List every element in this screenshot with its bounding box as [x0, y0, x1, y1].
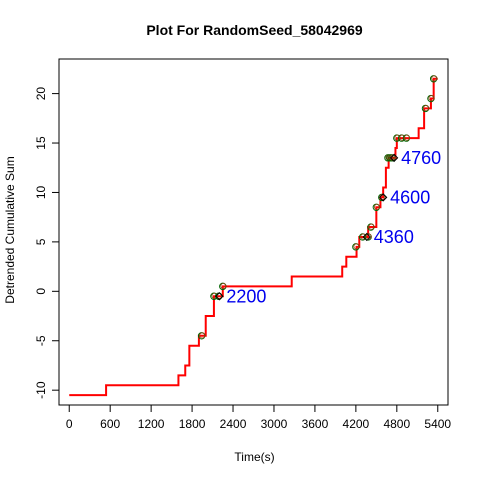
x-tick-label: 2400 — [220, 417, 247, 431]
x-tick-label: 1800 — [179, 417, 206, 431]
y-tick-label: 15 — [34, 136, 48, 150]
y-tick-label: 20 — [34, 87, 48, 101]
data-point-marker-inner — [368, 223, 375, 230]
annotation-label: 4760 — [401, 148, 441, 168]
chart-title: Plot For RandomSeed_58042969 — [146, 22, 363, 38]
annotation-marker — [215, 292, 224, 301]
data-point-marker-inner — [423, 105, 430, 112]
x-tick-label: 4200 — [343, 417, 370, 431]
y-tick-label: 5 — [34, 238, 48, 245]
annotation-marker — [378, 193, 388, 202]
y-tick-label: 0 — [34, 288, 48, 295]
x-tick-label: 600 — [100, 417, 120, 431]
data-point-marker-inner — [403, 134, 410, 141]
data-point-marker-inner — [353, 243, 360, 250]
annotation-layer: 2200 4360 4600 4760 — [215, 148, 441, 306]
annotation-marker — [362, 232, 371, 242]
y-tick-label: -10 — [34, 381, 48, 399]
x-axis-label: Time(s) — [234, 450, 274, 464]
annotation-marker — [389, 153, 399, 163]
y-tick-label: -5 — [34, 335, 48, 346]
x-tick-label: 1200 — [138, 417, 165, 431]
y-axis-label: Detrended Cumulative Sum — [3, 156, 17, 303]
x-tick-label: 5400 — [424, 417, 451, 431]
data-point-marker-inner — [211, 292, 218, 299]
x-axis: 0 600 1200 1800 2400 3000 3600 4200 4800 5400 — [66, 404, 451, 431]
annotation-label: 4360 — [374, 227, 414, 247]
data-point-marker-inner — [399, 134, 406, 141]
data-point-marker-inner — [220, 282, 227, 289]
x-tick-label: 3600 — [302, 417, 329, 431]
x-tick-label: 4800 — [383, 417, 410, 431]
x-tick-label: 3000 — [261, 417, 288, 431]
y-tick-label: 10 — [34, 185, 48, 199]
data-point-marker-inner — [394, 134, 401, 141]
y-axis: -10 -5 0 5 10 15 20 — [34, 87, 60, 399]
x-tick-label: 0 — [66, 417, 73, 431]
annotation-label: 2200 — [226, 286, 266, 306]
data-point-marker-inner — [428, 95, 435, 102]
annotation-label: 4600 — [390, 187, 430, 207]
data-point-marker-inner — [431, 75, 438, 82]
data-point-marker-inner — [199, 332, 206, 339]
data-point-marker-inner — [373, 203, 380, 210]
